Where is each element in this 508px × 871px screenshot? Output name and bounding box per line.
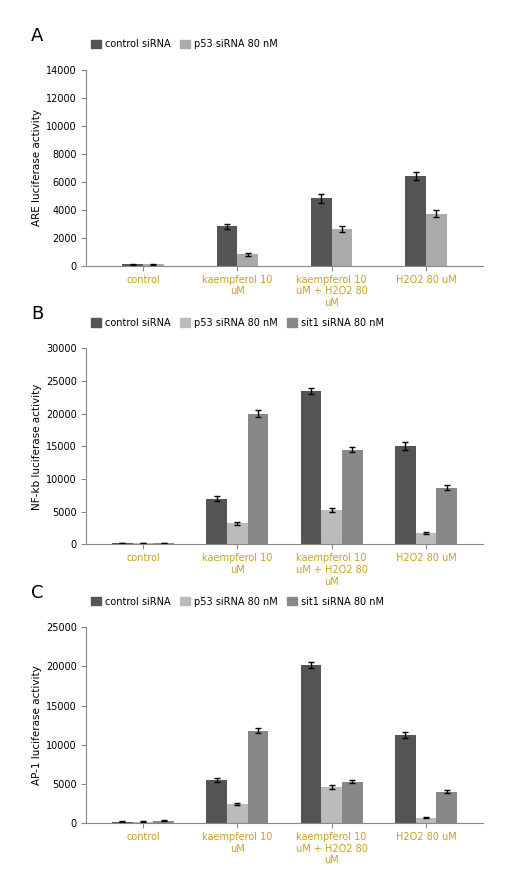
Bar xyxy=(133,821,153,823)
Bar xyxy=(395,735,416,823)
Bar xyxy=(216,226,237,266)
Bar xyxy=(206,780,227,823)
Bar xyxy=(416,533,436,544)
Bar xyxy=(143,264,164,266)
Y-axis label: NF-kb luciferase activity: NF-kb luciferase activity xyxy=(31,383,42,510)
Bar xyxy=(426,214,447,266)
Bar xyxy=(248,731,268,823)
Bar xyxy=(122,264,143,266)
Bar xyxy=(342,781,363,823)
Text: B: B xyxy=(31,306,43,323)
Legend: control siRNA, p53 siRNA 80 nM, sit1 siRNA 80 nM: control siRNA, p53 siRNA 80 nM, sit1 siR… xyxy=(91,318,384,327)
Bar xyxy=(416,818,436,823)
Bar xyxy=(153,820,174,823)
Text: A: A xyxy=(31,27,43,44)
Bar xyxy=(395,446,416,544)
Bar xyxy=(321,787,342,823)
Bar xyxy=(206,498,227,544)
Bar xyxy=(311,199,332,266)
Legend: control siRNA, p53 siRNA 80 nM: control siRNA, p53 siRNA 80 nM xyxy=(91,39,277,49)
Bar xyxy=(436,792,457,823)
Y-axis label: AP-1 luciferase activity: AP-1 luciferase activity xyxy=(31,665,42,785)
Bar xyxy=(237,254,258,266)
Bar xyxy=(301,665,321,823)
Bar xyxy=(301,391,321,544)
Bar xyxy=(405,176,426,266)
Text: C: C xyxy=(31,584,43,602)
Bar xyxy=(321,510,342,544)
Bar xyxy=(342,449,363,544)
Y-axis label: ARE luciferase activity: ARE luciferase activity xyxy=(31,109,42,226)
Bar xyxy=(436,488,457,544)
Bar xyxy=(227,523,248,544)
Bar xyxy=(227,804,248,823)
Bar xyxy=(332,229,353,266)
Bar xyxy=(112,821,133,823)
Legend: control siRNA, p53 siRNA 80 nM, sit1 siRNA 80 nM: control siRNA, p53 siRNA 80 nM, sit1 siR… xyxy=(91,597,384,606)
Bar xyxy=(248,414,268,544)
